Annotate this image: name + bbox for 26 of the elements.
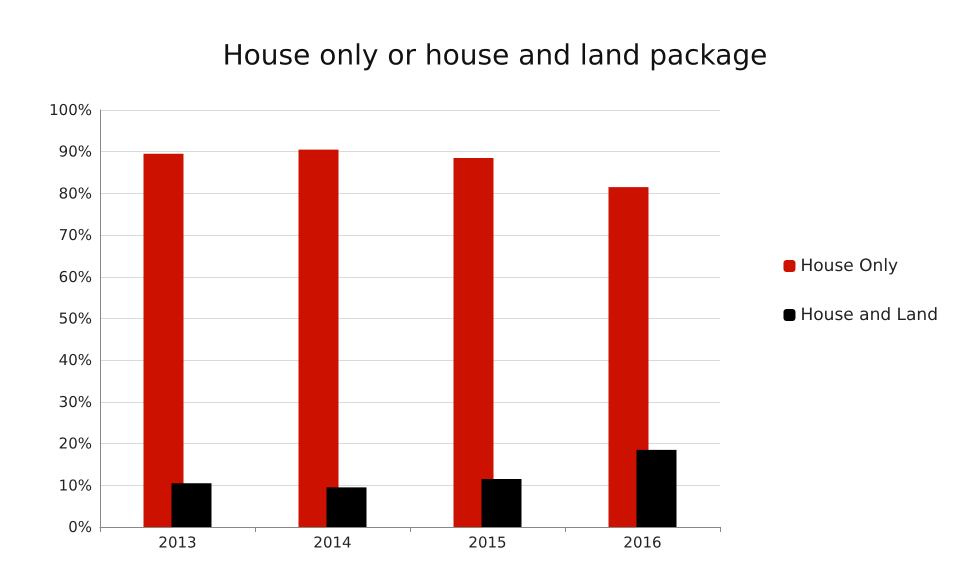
legend-label: House and Land: [800, 305, 938, 325]
x-tick-label: 2014: [313, 534, 352, 552]
bar: [144, 154, 184, 527]
bar: [326, 487, 366, 527]
x-tick-label: 2013: [158, 534, 197, 552]
y-tick-label: 90%: [58, 142, 92, 161]
y-tick-label: 0%: [68, 518, 92, 536]
y-tick-label: 100%: [49, 101, 92, 119]
y-tick-label: 80%: [58, 184, 92, 202]
bar: [454, 158, 494, 527]
bar: [298, 150, 338, 527]
y-tick-label: 40%: [58, 351, 92, 370]
bar: [636, 450, 676, 527]
y-tick-label: 20%: [58, 434, 92, 453]
bar: [482, 479, 522, 527]
x-tick-label: 2016: [623, 534, 662, 552]
y-tick-label: 10%: [58, 476, 92, 494]
y-tick-label: 60%: [58, 268, 92, 286]
y-tick-label: 30%: [58, 392, 92, 411]
bar: [172, 483, 212, 527]
legend-label: House Only: [800, 256, 898, 276]
y-tick-label: 50%: [58, 310, 92, 328]
y-tick-label: 70%: [58, 226, 92, 244]
bar: [608, 187, 648, 527]
x-tick-label: 2015: [468, 534, 507, 552]
chart-title: House only or house and land package: [222, 38, 768, 72]
